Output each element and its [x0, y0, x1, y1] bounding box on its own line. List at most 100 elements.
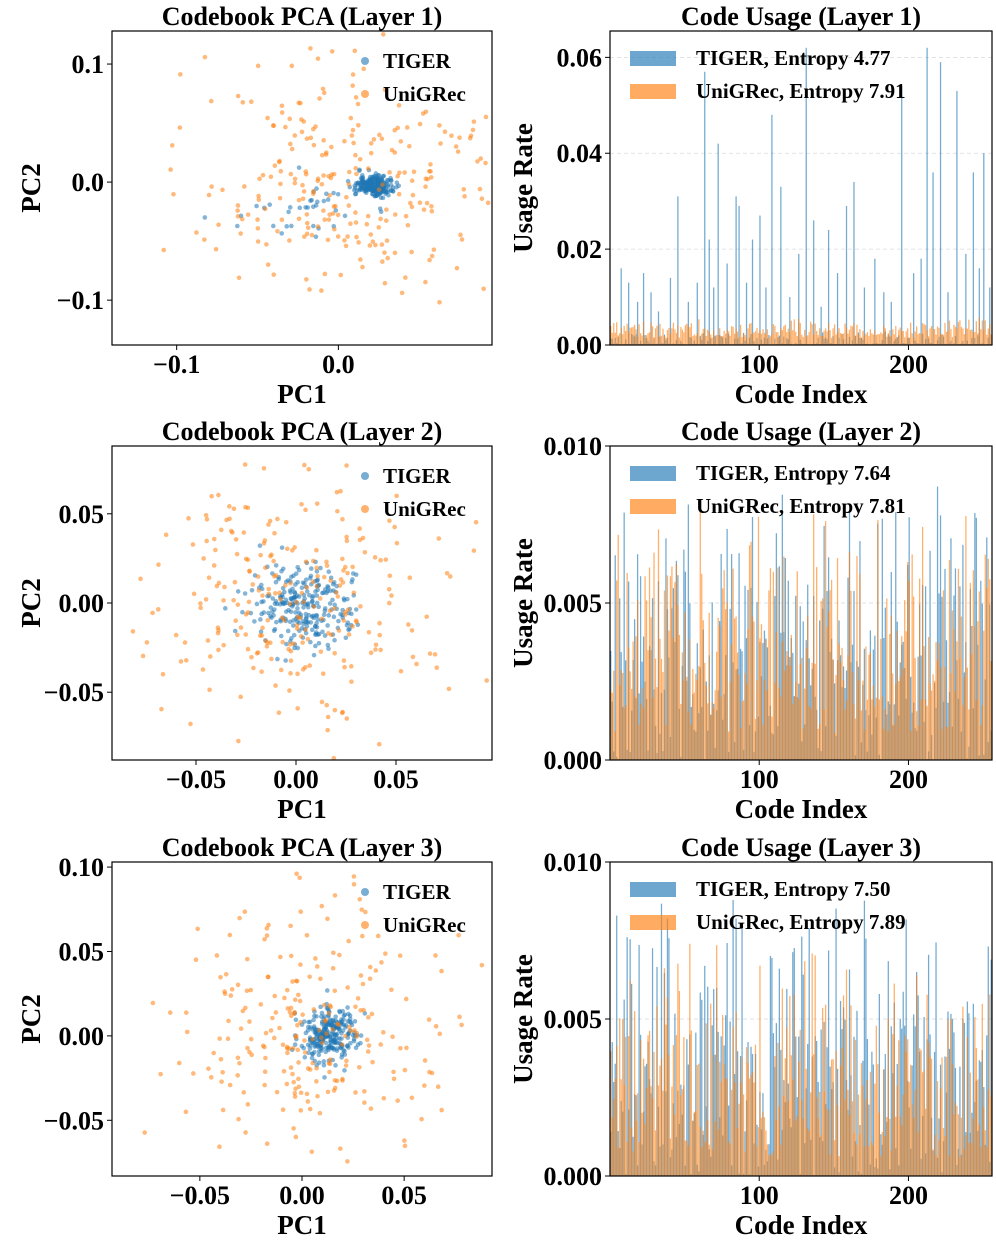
point	[319, 288, 324, 293]
bar	[984, 320, 986, 345]
bar	[827, 323, 830, 345]
point	[250, 582, 256, 587]
bar	[827, 611, 830, 760]
bar	[707, 703, 709, 760]
point	[377, 632, 383, 638]
bar	[711, 1149, 713, 1176]
point	[355, 996, 361, 1001]
point	[372, 555, 378, 560]
legend-label: TIGER, Entropy 7.50	[696, 877, 891, 901]
bar	[948, 560, 951, 760]
bar	[753, 621, 755, 760]
bar	[772, 1033, 775, 1176]
bar	[632, 1151, 634, 1176]
bar	[787, 656, 789, 760]
bar	[793, 994, 795, 1176]
y-axis-label: Usage Rate	[508, 123, 538, 253]
point	[288, 141, 293, 147]
point	[274, 1089, 280, 1095]
bar	[751, 1072, 754, 1176]
bar	[948, 1155, 951, 1176]
point	[217, 1036, 222, 1041]
point	[330, 966, 336, 971]
point	[235, 93, 241, 99]
bar	[763, 332, 766, 345]
bar	[747, 628, 749, 760]
point	[183, 658, 189, 663]
point	[304, 220, 310, 226]
point	[256, 197, 262, 202]
bar	[690, 1030, 692, 1176]
bar	[629, 327, 631, 345]
point	[320, 590, 325, 596]
point	[352, 48, 358, 54]
point	[201, 556, 206, 561]
bar	[672, 322, 675, 345]
bar	[804, 961, 806, 1176]
bar	[844, 323, 846, 345]
bar	[620, 670, 622, 760]
bar	[662, 672, 664, 760]
bar	[866, 332, 869, 345]
bar	[890, 336, 892, 345]
bar	[648, 567, 651, 760]
bar	[687, 1064, 689, 1176]
point	[332, 893, 338, 898]
point	[195, 926, 200, 932]
point	[280, 600, 286, 606]
bar	[814, 663, 816, 760]
point	[457, 135, 462, 140]
point	[417, 200, 423, 206]
bar	[856, 1144, 858, 1176]
point	[410, 654, 416, 660]
point	[248, 1036, 254, 1042]
bar	[722, 1015, 724, 1176]
y-tick-label: 0.04	[557, 139, 603, 168]
bar	[778, 566, 780, 760]
bar	[614, 1078, 616, 1176]
point	[264, 242, 269, 247]
point	[327, 1061, 333, 1066]
bar	[781, 494, 783, 760]
point	[205, 638, 211, 643]
bar	[693, 692, 695, 760]
point	[367, 243, 373, 248]
point	[356, 122, 361, 128]
bar	[835, 675, 837, 760]
bar	[636, 600, 639, 760]
point	[239, 216, 245, 222]
point	[191, 1071, 196, 1076]
point	[377, 620, 382, 626]
y-tick-label: 0.010	[544, 432, 603, 461]
point	[408, 200, 413, 206]
point	[142, 1130, 147, 1135]
point	[350, 83, 355, 88]
bar	[799, 663, 801, 760]
point	[348, 664, 354, 669]
point	[315, 178, 321, 184]
point	[215, 625, 221, 630]
point	[303, 1030, 309, 1036]
bar	[902, 330, 904, 345]
y-tick-label: 0.10	[59, 853, 105, 882]
bar	[918, 578, 921, 760]
point	[310, 204, 316, 210]
point	[235, 208, 240, 213]
bar	[708, 239, 710, 345]
bar	[765, 639, 767, 760]
point	[392, 127, 398, 133]
bar	[871, 699, 873, 760]
bar	[954, 1102, 957, 1176]
bar	[628, 332, 630, 345]
bar	[786, 331, 788, 345]
point	[235, 1055, 241, 1061]
point	[365, 166, 371, 171]
bar	[822, 598, 824, 760]
point	[345, 1005, 350, 1010]
bar	[757, 1127, 760, 1176]
point	[358, 973, 364, 978]
bar	[859, 574, 861, 760]
bar	[768, 1155, 770, 1176]
point	[225, 1036, 231, 1041]
chart-title: Code Usage (Layer 3)	[681, 833, 921, 862]
